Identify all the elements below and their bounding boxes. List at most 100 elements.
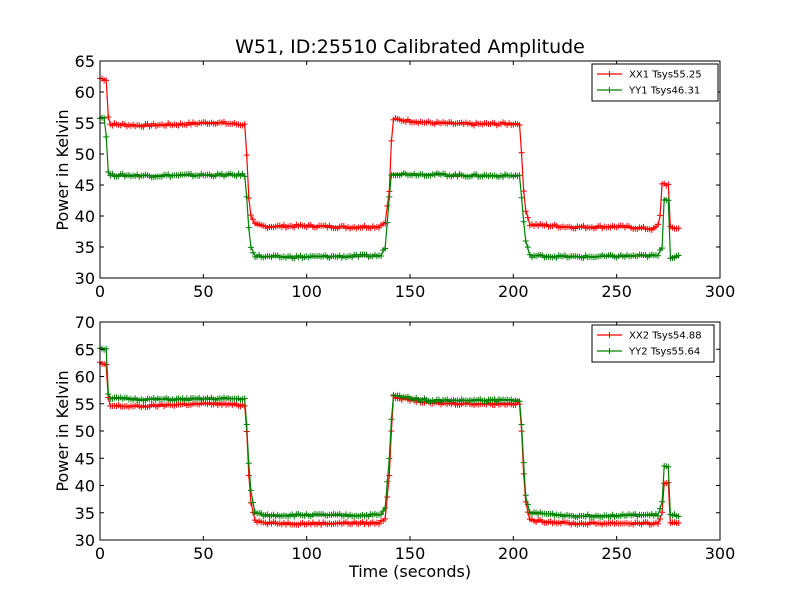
data-point (241, 173, 248, 180)
data-point (384, 219, 391, 226)
y-tick-label: 60 (75, 83, 95, 102)
data-point (378, 253, 385, 260)
data-point (520, 188, 527, 195)
legend: XX1 Tsys55.25 YY1 Tsys46.31 (591, 63, 719, 102)
data-point (524, 244, 531, 251)
data-point (388, 416, 395, 423)
data-point (675, 513, 682, 520)
data-point (518, 149, 525, 156)
chart-title: W51, ID:25510 Calibrated Amplitude (235, 36, 585, 58)
data-point (105, 390, 112, 397)
data-point (245, 224, 252, 231)
series-markers-1 (97, 75, 682, 233)
data-point (659, 245, 666, 252)
x-axis-label: Time (seconds) (348, 562, 471, 581)
data-point (386, 193, 393, 200)
data-point (659, 498, 666, 505)
data-point (665, 181, 672, 188)
data-point (386, 455, 393, 462)
y-tick-label: 35 (75, 238, 95, 257)
data-point (249, 499, 256, 506)
y-tick-label: 55 (75, 114, 95, 133)
data-point (516, 122, 523, 129)
plot-area-bottom: 0 50 100 150 200 250 300 30 35 40 45 50 55 60 65 70 XX2 … (75, 313, 736, 563)
data-point (657, 212, 664, 219)
data-point (245, 472, 252, 479)
data-point (247, 487, 254, 494)
y-axis-label-top: Power in Kelvin (53, 109, 72, 230)
y-tick-label: 55 (75, 395, 95, 414)
data-point (522, 237, 529, 244)
y-tick-label: 45 (75, 176, 95, 195)
data-point (382, 504, 389, 511)
x-tick-label: 300 (705, 282, 736, 301)
data-point (655, 221, 661, 228)
data-point (103, 77, 110, 84)
data-point (380, 507, 387, 514)
data-point (516, 398, 523, 405)
data-point (249, 249, 256, 256)
legend-box (591, 324, 715, 363)
data-point (522, 492, 529, 499)
legend-label: XX2 Tsys54.88 (629, 331, 702, 342)
legend-box (591, 63, 719, 102)
data-point (103, 133, 110, 140)
legend-swatch-marker (606, 87, 613, 93)
data-point (520, 459, 527, 466)
series-markers-2 (97, 114, 682, 262)
x-tick-label: 250 (601, 282, 632, 301)
data-point (103, 345, 110, 352)
x-tick-label: 250 (601, 544, 632, 563)
data-point (241, 395, 248, 402)
data-point (243, 193, 250, 200)
y-tick-label: 60 (75, 368, 95, 387)
data-point (247, 244, 254, 251)
y-tick-label: 50 (75, 422, 95, 441)
legend-label: YY1 Tsys46.31 (628, 86, 700, 97)
data-point (518, 194, 525, 201)
y-tick-label: 30 (75, 531, 95, 550)
data-point (105, 113, 112, 120)
y-tick-label: 40 (75, 477, 95, 496)
y-tick-label: 50 (75, 145, 95, 164)
data-point (655, 252, 661, 259)
x-tick-label: 150 (395, 544, 426, 563)
y-tick-label: 65 (75, 52, 95, 71)
x-tick-label: 100 (291, 544, 322, 563)
data-point (376, 520, 382, 527)
data-point (657, 515, 664, 522)
legend-label: YY2 Tsys55.64 (628, 347, 700, 358)
x-tick-label: 0 (95, 282, 105, 301)
data-point (241, 121, 248, 128)
data-point (665, 463, 672, 470)
legend-label: XX1 Tsys55.25 (629, 70, 702, 81)
data-point (247, 212, 254, 219)
data-point (243, 152, 250, 159)
data-point (384, 494, 391, 501)
y-tick-label: 35 (75, 504, 95, 523)
plot-area-top: 0 50 100 150 200 250 300 30 35 40 45 50 55 60 65 XX1 Ts… (75, 52, 736, 301)
x-tick-label: 50 (193, 282, 213, 301)
x-tick-label: 0 (95, 544, 105, 563)
x-tick-label: 100 (291, 282, 322, 301)
y-tick-label: 65 (75, 340, 95, 359)
data-point (659, 509, 666, 516)
data-point (105, 168, 112, 175)
y-tick-label: 70 (75, 313, 95, 332)
data-point (675, 252, 682, 259)
data-point (655, 512, 661, 519)
y-tick-label: 40 (75, 207, 95, 226)
data-point (524, 501, 531, 508)
data-point (384, 478, 391, 485)
data-point (518, 421, 525, 428)
data-point (522, 208, 529, 215)
data-point (516, 172, 523, 179)
data-point (655, 520, 661, 527)
series-markers-2 (97, 345, 682, 521)
data-point (378, 511, 385, 518)
data-point (657, 505, 664, 512)
data-point (103, 361, 110, 368)
x-tick-label: 50 (193, 544, 213, 563)
legend-swatch-marker (606, 71, 613, 77)
data-point (520, 218, 527, 225)
